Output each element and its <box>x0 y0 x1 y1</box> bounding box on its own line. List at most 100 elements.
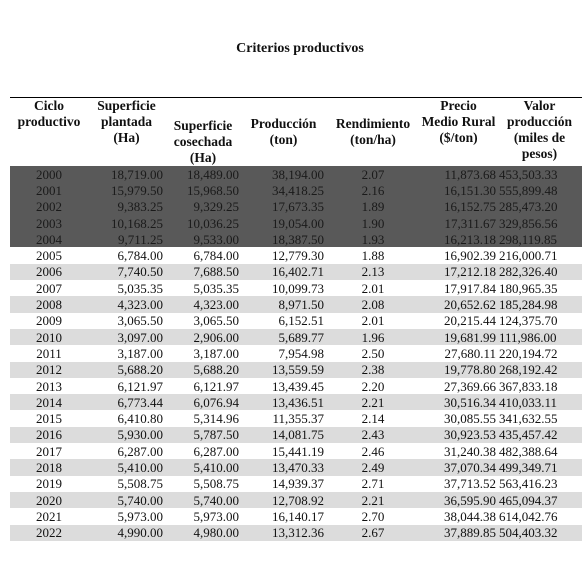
table-cell: 2002 <box>10 198 88 215</box>
table-row: 2018 5,410.00 5,410.00 13,470.33 2.49 37,070.… <box>10 459 582 476</box>
table-cell: 5,035.35 <box>193 280 240 296</box>
table-cell: 5,410.00 <box>165 459 241 476</box>
table-cell: 2.07 <box>326 166 420 183</box>
table-cell: 27,369.66 <box>444 378 496 394</box>
table-cell: 2004 <box>10 231 88 248</box>
table-cell: 2006 <box>10 263 88 281</box>
table-cell: 180,965.35 <box>499 280 558 296</box>
table-cell: 298,119.85 <box>497 231 582 248</box>
table-cell: 2.71 <box>361 476 385 492</box>
table-cell: 6,121.97 <box>117 378 164 394</box>
column-header: Precio Medio Rural ($/ton) <box>420 97 497 166</box>
table-cell: 31,240.38 <box>444 443 496 459</box>
table-cell: 37,070.34 <box>420 459 497 476</box>
table-row: 2020 5,740.00 5,740.00 12,708.92 2.21 36,595.… <box>10 491 582 509</box>
table-row: 2011 3,187.00 3,187.00 7,954.98 2.50 27,680.1… <box>10 345 582 361</box>
table-row: 2009 3,065.50 3,065.50 6,152.51 2.01 20,215.4… <box>10 313 582 329</box>
table-row: 2002 9,383.25 9,329.25 17,673.35 1.89 16,152.… <box>10 198 582 215</box>
table-cell: 111,986.00 <box>497 328 582 346</box>
table-cell: 341,632.55 <box>499 411 558 427</box>
table-cell: 2007 <box>36 280 62 296</box>
table-cell: 453,503.33 <box>497 166 582 183</box>
table-cell: 37,889.85 <box>420 524 497 541</box>
table-row: 2001 15,979.50 15,968.50 34,418.25 2.16 16,15… <box>10 182 582 199</box>
table-cell: 2,906.00 <box>165 328 241 346</box>
table-cell: 13,436.51 <box>241 394 326 411</box>
table-cell: 20,652.62 <box>420 296 497 313</box>
table-cell: 2.21 <box>326 394 420 411</box>
table-cell: 27,680.11 <box>444 345 496 361</box>
table-cell: 4,980.00 <box>165 524 241 541</box>
table-cell: 19,054.00 <box>241 214 326 232</box>
table-cell: 13,470.33 <box>241 459 326 476</box>
column-header: Valor producción (miles de pesos) <box>497 97 582 166</box>
table-cell: 7,740.50 <box>88 263 165 281</box>
table-cell: 2.08 <box>326 296 420 313</box>
table-row: 2014 6,773.44 6,076.94 13,436.51 2.21 30,516.… <box>10 394 582 411</box>
table-cell: 13,312.36 <box>241 524 326 541</box>
table-cell: 2008 <box>10 296 88 313</box>
table-cell: 6,076.94 <box>165 394 241 411</box>
table-cell: 2020 <box>10 491 88 509</box>
column-header: Superficie plantada (Ha) <box>88 97 165 166</box>
table-cell: 2005 <box>36 248 62 264</box>
table-cell: 2015 <box>36 411 62 427</box>
table-cell: 2.70 <box>361 508 385 524</box>
table-cell: 6,784.00 <box>193 248 240 264</box>
table-cell: 5,035.35 <box>117 280 164 296</box>
table-cell: 5,689.77 <box>241 328 326 346</box>
table-cell: 15,968.50 <box>165 182 241 199</box>
table-cell: 435,457.42 <box>497 426 582 444</box>
data-table: Ciclo productivo Superficie plantada (Ha)… <box>10 97 582 541</box>
table-cell: 14,939.37 <box>272 476 324 492</box>
table-body: 2000 18,719.00 18,489.00 38,194.00 2.07 11,87… <box>10 166 582 541</box>
table-cell: 13,559.59 <box>241 361 326 378</box>
column-header: Producción (ton) <box>241 97 326 166</box>
table-cell: 18,387.50 <box>241 231 326 248</box>
table-cell: 17,917.84 <box>444 280 496 296</box>
table-cell: 38,194.00 <box>241 166 326 183</box>
table-cell: 5,688.20 <box>165 361 241 378</box>
table-cell: 11,355.37 <box>272 411 324 427</box>
table-cell: 2009 <box>36 313 62 329</box>
table-row: 2005 6,784.00 6,784.00 12,779.30 1.88 16,902.… <box>10 247 582 263</box>
table-cell: 2.49 <box>326 459 420 476</box>
table-cell: 5,410.00 <box>88 459 165 476</box>
table-cell: 6,410.80 <box>117 411 164 427</box>
table-cell: 10,168.25 <box>88 214 165 232</box>
table-cell: 4,990.00 <box>88 524 165 541</box>
table-row: 2017 6,287.00 6,287.00 15,441.19 2.46 31,240.… <box>10 443 582 459</box>
table-cell: 3,065.50 <box>117 313 164 329</box>
table-cell: 2.43 <box>326 426 420 444</box>
table-cell: 16,151.30 <box>420 182 497 199</box>
table-cell: 2013 <box>36 378 62 394</box>
table-cell: 10,099.73 <box>272 280 324 296</box>
table-cell: 2.38 <box>326 361 420 378</box>
table-cell: 6,784.00 <box>117 248 164 264</box>
table-row: 2010 3,097.00 2,906.00 5,689.77 1.96 19,681.9… <box>10 328 582 346</box>
table-row: 2021 5,973.00 5,973.00 16,140.17 2.70 38,044.… <box>10 508 582 524</box>
table-cell: 11,873.68 <box>420 166 497 183</box>
table-cell: 465,094.37 <box>497 491 582 509</box>
title: Criterios productivos <box>236 41 364 56</box>
table-cell: 15,979.50 <box>88 182 165 199</box>
table-cell: 36,595.90 <box>420 491 497 509</box>
table-cell: 17,311.67 <box>420 214 497 232</box>
table-row: 2004 9,711.25 9,533.00 18,387.50 1.93 16,213.… <box>10 231 582 248</box>
table-cell: 16,152.75 <box>420 198 497 215</box>
table-row: 2019 5,508.75 5,508.75 14,939.37 2.71 37,713.… <box>10 476 582 492</box>
table-cell: 3,187.00 <box>117 345 164 361</box>
table-cell: 9,533.00 <box>165 231 241 248</box>
table-cell: 2001 <box>10 182 88 199</box>
table-cell: 2.14 <box>361 411 385 427</box>
table-cell: 482,388.64 <box>499 443 558 459</box>
table-cell: 1.88 <box>361 248 385 264</box>
table-cell: 367,833.18 <box>499 378 558 394</box>
table-cell: 19,778.80 <box>420 361 497 378</box>
table-cell: 2011 <box>36 345 62 361</box>
table-cell: 19,681.99 <box>420 328 497 346</box>
table-cell: 555,899.48 <box>497 182 582 199</box>
table-cell: 2021 <box>36 508 62 524</box>
column-header: Superficie cosechada (Ha) <box>165 97 241 166</box>
table-row: 2015 6,410.80 5,314.96 11,355.37 2.14 30,085.… <box>10 410 582 426</box>
